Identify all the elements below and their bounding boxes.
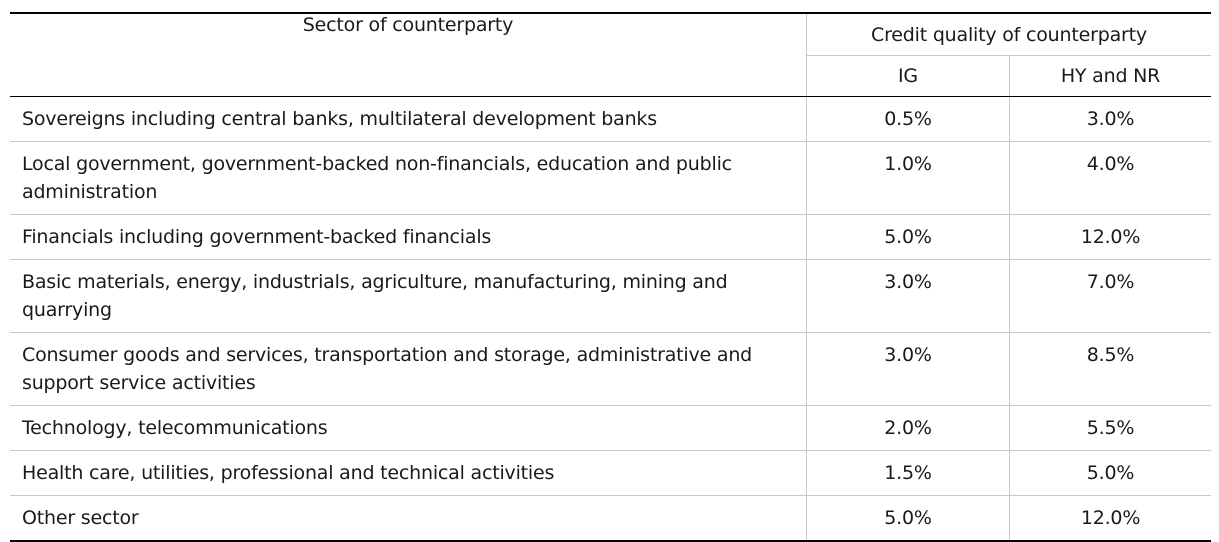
table-row: Financials including government-backed f… xyxy=(10,214,1211,260)
table-row: Consumer goods and services, transportat… xyxy=(10,332,1211,406)
hy-nr-value-cell: 8.5% xyxy=(1009,332,1211,406)
sector-cell: Financials including government-backed f… xyxy=(10,214,807,260)
sector-cell: Sovereigns including central banks, mult… xyxy=(10,96,807,142)
hy-nr-value-cell: 5.5% xyxy=(1009,405,1211,451)
hy-nr-value-cell: 12.0% xyxy=(1009,495,1211,542)
table-row: Sovereigns including central banks, mult… xyxy=(10,96,1211,142)
sector-cell: Other sector xyxy=(10,495,807,542)
ig-value-cell: 2.0% xyxy=(806,405,1010,451)
credit-quality-header: Credit quality of counterparty xyxy=(806,12,1211,56)
ig-value-cell: 1.0% xyxy=(806,141,1010,215)
hy-nr-column-header: HY and NR xyxy=(1009,55,1211,97)
sector-cell: Consumer goods and services, transportat… xyxy=(10,332,807,406)
ig-value-cell: 5.0% xyxy=(806,495,1010,542)
sector-cell: Local government, government-backed non-… xyxy=(10,141,807,215)
hy-nr-value-cell: 12.0% xyxy=(1009,214,1211,260)
sector-cell: Basic materials, energy, industrials, ag… xyxy=(10,259,807,333)
ig-value-cell: 0.5% xyxy=(806,96,1010,142)
hy-nr-value-cell: 5.0% xyxy=(1009,450,1211,496)
table-row: Other sector 5.0% 12.0% xyxy=(10,495,1211,542)
hy-nr-value-cell: 7.0% xyxy=(1009,259,1211,333)
table-row: Technology, telecommunications 2.0% 5.5% xyxy=(10,405,1211,451)
ig-value-cell: 3.0% xyxy=(806,259,1010,333)
header-row-top: Sector of counterparty Credit quality of… xyxy=(10,12,1211,97)
table-row: Health care, utilities, professional and… xyxy=(10,450,1211,496)
ig-value-cell: 1.5% xyxy=(806,450,1010,496)
sector-column-header: Sector of counterparty xyxy=(10,12,807,97)
table-row: Local government, government-backed non-… xyxy=(10,141,1211,215)
hy-nr-value-cell: 3.0% xyxy=(1009,96,1211,142)
sector-cell: Technology, telecommunications xyxy=(10,405,807,451)
table-row: Basic materials, energy, industrials, ag… xyxy=(10,259,1211,333)
ig-value-cell: 5.0% xyxy=(806,214,1010,260)
table-body: Sovereigns including central banks, mult… xyxy=(10,96,1211,542)
ig-column-header: IG xyxy=(806,55,1010,97)
sector-cell: Health care, utilities, professional and… xyxy=(10,450,807,496)
table-header: Sector of counterparty Credit quality of… xyxy=(10,12,1211,97)
header-row-sub: IG HY and NR xyxy=(10,55,1211,97)
ig-value-cell: 3.0% xyxy=(806,332,1010,406)
hy-nr-value-cell: 4.0% xyxy=(1009,141,1211,215)
risk-weight-table: Sector of counterparty Credit quality of… xyxy=(10,12,1211,542)
